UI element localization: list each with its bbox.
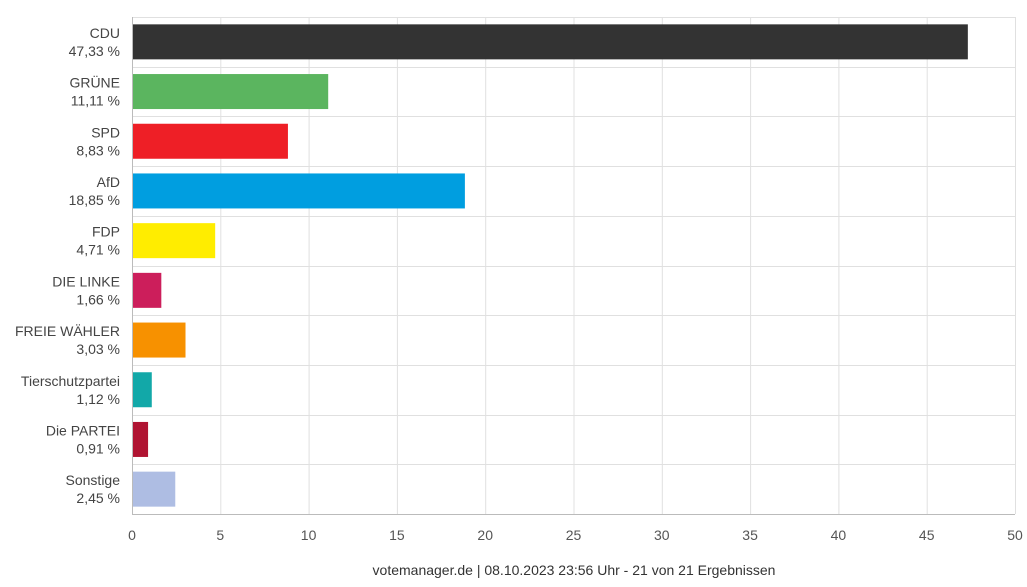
x-tick-label: 45 <box>919 527 935 543</box>
category-label: Tierschutzpartei <box>21 373 120 389</box>
x-tick-label: 40 <box>831 527 847 543</box>
bar-fdp <box>133 223 216 259</box>
bar-spd <box>133 123 288 159</box>
bar-afd <box>133 173 465 209</box>
category-label: AfD <box>97 174 120 190</box>
x-tick-label: 30 <box>654 527 670 543</box>
category-label: FREIE WÄHLER <box>15 323 120 339</box>
x-tick-label: 25 <box>566 527 582 543</box>
category-label: GRÜNE <box>69 74 120 91</box>
value-label: 47,33 % <box>69 43 120 59</box>
value-label: 11,11 % <box>71 93 120 109</box>
x-tick-label: 0 <box>128 527 136 543</box>
x-tick-label: 10 <box>301 527 317 543</box>
x-tick-label: 5 <box>216 527 224 543</box>
category-label: Sonstige <box>66 472 121 488</box>
bar-grüne <box>133 74 329 110</box>
bars <box>133 24 968 507</box>
value-label: 18,85 % <box>69 192 120 208</box>
x-tick-labels: 0 5 10 15 20 25 30 35 40 45 50 <box>128 527 1023 543</box>
bar-cdu <box>133 24 968 60</box>
category-labels: CDU 47,33 % GRÜNE 11,11 % SPD 8,83 % AfD 18,85 … <box>15 25 120 506</box>
category-label: SPD <box>91 124 120 140</box>
x-tick-label: 50 <box>1007 527 1023 543</box>
value-label: 1,12 % <box>76 391 120 407</box>
category-label: CDU <box>90 25 120 41</box>
bar-freie-wähler <box>133 322 186 358</box>
bar-die-partei <box>133 421 149 457</box>
value-label: 8,83 % <box>76 142 120 158</box>
bar-sonstige <box>133 471 176 507</box>
value-label: 4,71 % <box>76 242 120 258</box>
value-label: 0,91 % <box>76 440 120 456</box>
grid-lines <box>132 17 1016 515</box>
bar-die-linke <box>133 272 162 308</box>
category-label: Die PARTEI <box>46 422 120 438</box>
x-tick-label: 35 <box>742 527 758 543</box>
category-label: FDP <box>92 224 120 240</box>
x-tick-label: 15 <box>389 527 405 543</box>
x-tick-label: 20 <box>477 527 493 543</box>
footer-source: votemanager.de | 08.10.2023 23:56 Uhr - … <box>372 562 776 578</box>
value-label: 1,66 % <box>76 291 120 307</box>
value-label: 3,03 % <box>76 341 120 357</box>
category-label: DIE LINKE <box>52 273 120 289</box>
value-label: 2,45 % <box>76 490 120 506</box>
bar-tierschutzpartei <box>133 372 152 408</box>
